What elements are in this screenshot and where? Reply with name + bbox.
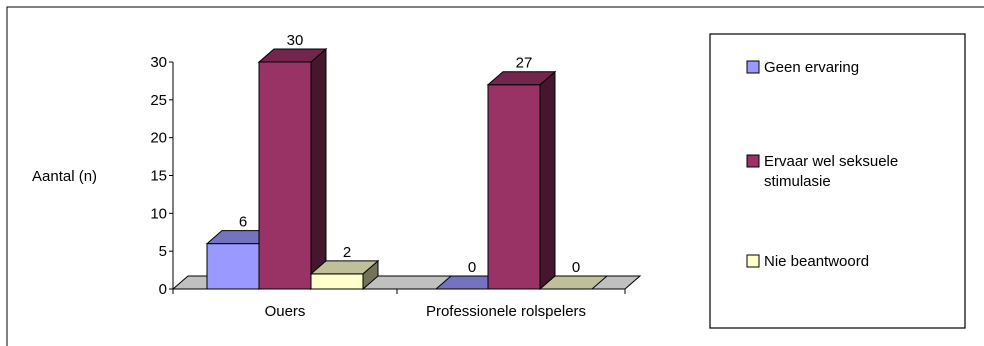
bar-front [206,243,260,290]
y-tick-label: 0 [159,281,167,298]
bar-top [486,71,557,86]
y-tick-label: 15 [150,168,167,185]
data-label: 30 [287,32,304,49]
bar-1-2 [538,275,609,290]
bar-top [538,275,609,290]
y-axis-title: Aantal (n) [32,168,97,185]
category-label: Professionele rolspelers [426,303,586,320]
legend-entry: Nie beantwoord [764,253,869,270]
data-label: 0 [468,259,476,276]
legend-entry: Geen ervaring [764,59,859,76]
legend-swatch [746,254,760,268]
bar-0-2 [309,259,380,291]
bar-top [257,48,328,63]
bar-0-1 [257,47,328,291]
bar-side [539,70,556,291]
y-tick-label: 10 [150,205,167,222]
legend-swatch [746,154,760,168]
chart-frame [6,6,984,346]
y-tick-label: 20 [150,130,167,147]
bar-front [310,273,364,290]
bar-side [310,47,327,291]
data-label: 6 [239,214,247,231]
legend-entry: Ervaar wel seksuele stimulasie [764,153,898,190]
legend-box [709,33,966,329]
bar-top [309,260,380,275]
legend-swatch [746,60,760,74]
data-label: 27 [516,55,533,72]
y-tick-label: 5 [159,243,167,260]
bar-front [258,61,312,290]
bar-front [487,84,541,290]
legend: Geen ervaring Ervaar wel seksuele stimulas… [709,33,966,329]
data-label: 0 [572,259,580,276]
plot-area: 0 5 10 15 20 25 30 6 30 2 Ouers 0 27 0 Professionele r… [150,32,642,320]
category-label: Ouers [265,303,306,320]
y-tick-label: 25 [150,92,167,109]
y-tick-label: 30 [150,54,167,71]
data-label: 2 [343,244,351,261]
bar-1-1 [486,70,557,291]
